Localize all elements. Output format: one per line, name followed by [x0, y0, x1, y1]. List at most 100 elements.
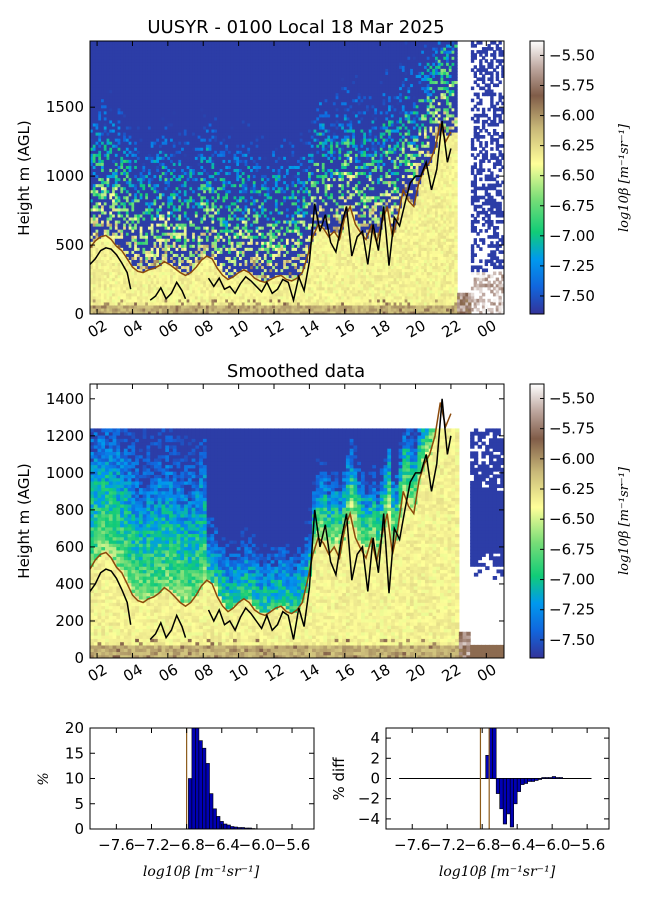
- colorbar-tick-label: −6.25: [549, 480, 595, 498]
- colorbar-tick-label: −6.50: [549, 510, 595, 528]
- smoothed-title: Smoothed data: [227, 361, 365, 382]
- y-tick-label: 1000: [46, 167, 84, 185]
- colorbar-tick-label: −6.50: [549, 167, 595, 185]
- y-tick-label: 0: [74, 820, 84, 838]
- bar: [544, 777, 550, 779]
- bar: [499, 778, 504, 810]
- y-tick-label: 4: [370, 729, 380, 747]
- boundary-series-1-segment-2: [207, 398, 452, 640]
- bar: [530, 778, 536, 782]
- bar: [548, 777, 553, 779]
- y-tick-label: 1000: [46, 464, 84, 482]
- x-tick-label: 10: [226, 660, 252, 685]
- x-tick-label: −6.0: [239, 836, 275, 854]
- x-tick-label: −6.0: [534, 836, 570, 854]
- x-tick-label: 20: [403, 660, 429, 685]
- x-tick-label: 18: [368, 316, 394, 341]
- bar: [216, 816, 221, 830]
- colorbar-tick-label: −7.00: [549, 571, 595, 589]
- colorbar-tick-label: −5.75: [549, 420, 595, 438]
- y-tick-label: −2: [358, 790, 380, 808]
- y-tick-label: 15: [65, 744, 84, 762]
- smoothed-colorbar-label: log10β [m⁻¹sr⁻¹]: [617, 466, 632, 575]
- x-tick-label: 16: [333, 660, 359, 685]
- x-tick-label: 00: [474, 316, 500, 341]
- y-tick-label: 800: [55, 501, 84, 519]
- boundary-series-1-segment-0: [90, 247, 132, 290]
- difference-xlabel: log10β [m⁻¹sr⁻¹]: [439, 864, 556, 880]
- bar: [195, 727, 200, 830]
- raw-colorbar-label: log10β [m⁻¹sr⁻¹]: [617, 123, 632, 232]
- x-tick-label: 12: [262, 316, 288, 341]
- colorbar-tick-label: −7.25: [549, 257, 595, 275]
- chart-title: UUSYR - 0100 Local 18 Mar 2025: [147, 17, 444, 38]
- histogram-xlabel: log10β [m⁻¹sr⁻¹]: [143, 864, 260, 880]
- colorbar-tick-label: −7.00: [549, 227, 595, 245]
- x-tick-label: −7.6: [98, 836, 134, 854]
- bar: [537, 778, 543, 780]
- bar: [191, 727, 196, 830]
- x-tick-label: 18: [368, 660, 394, 685]
- y-tick-label: 1400: [46, 390, 84, 408]
- x-tick-label: 08: [191, 660, 217, 685]
- boundary-series-0-segment-0: [90, 123, 452, 284]
- colorbar-tick-label: −6.75: [549, 197, 595, 215]
- x-tick-label: −6.4: [499, 836, 535, 854]
- bar: [495, 778, 501, 794]
- y-tick-label: 0: [370, 770, 380, 788]
- y-tick-label: 200: [55, 612, 84, 630]
- colorbar-tick-label: −5.75: [549, 76, 595, 94]
- smoothed-colorbar: [529, 383, 545, 659]
- raw-ylabel: Height m (AGL): [15, 120, 33, 235]
- histogram-axes: −7.6−7.2−6.8−6.4−6.0−5.6 0 5 10 15 20: [65, 719, 314, 854]
- y-tick-label: 10: [65, 770, 84, 788]
- bar: [205, 763, 210, 830]
- smoothed-ylabel: Height m (AGL): [15, 463, 33, 578]
- x-tick-label: −7.2: [429, 836, 465, 854]
- colorbar-tick-label: −5.50: [549, 389, 595, 407]
- smoothed-boundary-lines: [90, 398, 452, 641]
- bar: [209, 793, 214, 830]
- x-tick-label: 22: [439, 316, 465, 341]
- bar: [520, 778, 525, 785]
- smoothed-colorbar-ticks: −5.50 −5.75 −6.00 −6.25 −6.50 −6.75 −7.00 −7.25…: [540, 389, 595, 649]
- x-tick-label: 12: [262, 660, 288, 685]
- difference-ylabel: % diff: [330, 757, 348, 801]
- y-tick-label: 400: [55, 575, 84, 593]
- raw-heatmap: [90, 41, 504, 314]
- bar: [492, 727, 497, 779]
- x-tick-label: 14: [297, 316, 323, 341]
- bar: [555, 777, 560, 779]
- x-tick-label: 00: [474, 660, 500, 685]
- raw-colorbar-ticks: −5.50 −5.75 −6.00 −6.25 −6.50 −6.75 −7.00 −7.25…: [540, 46, 595, 305]
- raw-plot-frame: [89, 40, 505, 315]
- y-tick-label: 1500: [46, 98, 84, 116]
- colorbar-tick-label: −6.00: [549, 450, 595, 468]
- y-tick-label: 0: [74, 305, 84, 323]
- boundary-series-0-segment-0: [90, 402, 452, 617]
- bar: [513, 778, 518, 805]
- y-tick-label: 1200: [46, 427, 84, 445]
- raw-colorbar: [529, 40, 545, 315]
- raw-boundary-lines: [90, 120, 452, 304]
- x-tick-label: 16: [333, 316, 359, 341]
- x-tick-label: −6.8: [168, 836, 204, 854]
- boundary-series-1-segment-0: [90, 568, 132, 625]
- bar: [551, 776, 557, 779]
- x-tick-label: −7.2: [133, 836, 169, 854]
- x-tick-label: 02: [85, 660, 111, 685]
- y-tick-label: 600: [55, 538, 84, 556]
- x-tick-label: −5.6: [569, 836, 605, 854]
- bar: [516, 778, 522, 792]
- y-tick-label: 2: [370, 749, 380, 767]
- x-tick-label: −5.6: [274, 836, 310, 854]
- x-tick-label: 02: [85, 316, 111, 341]
- x-tick-label: 20: [403, 316, 429, 341]
- bar: [523, 778, 529, 784]
- bar: [534, 778, 539, 781]
- colorbar-tick-label: −6.00: [549, 107, 595, 125]
- bar: [509, 778, 515, 828]
- colorbar-tick-label: −5.50: [549, 46, 595, 64]
- bar: [188, 778, 193, 830]
- colorbar-tick-label: −6.75: [549, 540, 595, 558]
